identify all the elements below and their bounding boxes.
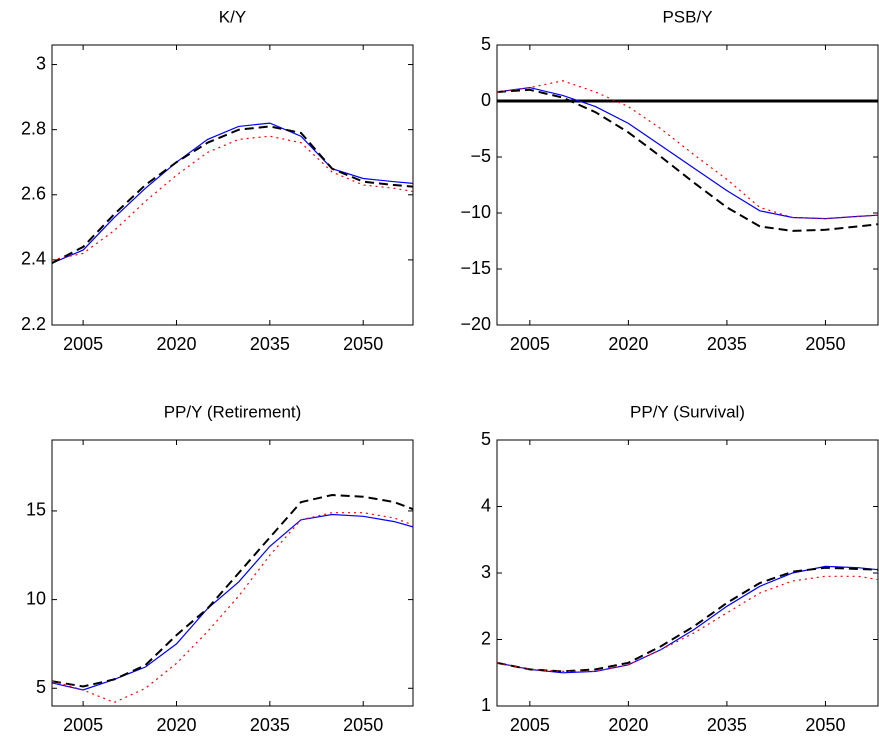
- y-tick-label: 2.8: [21, 118, 46, 138]
- series-line: [497, 80, 878, 220]
- y-tick-label: 1: [481, 695, 491, 715]
- axes-box: [51, 439, 414, 707]
- y-tick-label: 15: [26, 500, 46, 520]
- x-tick-label: 2050: [805, 334, 845, 354]
- y-tick-label: 3: [36, 53, 46, 73]
- x-tick-label: 2005: [510, 715, 550, 735]
- x-tick-label: 2035: [250, 715, 290, 735]
- x-tick-label: 2035: [250, 334, 290, 354]
- x-tick-label: 2020: [608, 715, 648, 735]
- series-line: [497, 565, 878, 674]
- chart-title: PP/Y (Survival): [630, 402, 745, 421]
- axes-box: [496, 44, 879, 326]
- y-tick-label: 0: [481, 90, 491, 110]
- y-tick-label: 5: [481, 34, 491, 54]
- y-tick-label: 2.4: [21, 249, 46, 269]
- x-tick-label: 2020: [608, 334, 648, 354]
- x-tick-label: 2020: [156, 334, 196, 354]
- series-line: [52, 122, 413, 264]
- y-tick-label: 2.6: [21, 184, 46, 204]
- x-tick-label: 2005: [63, 715, 103, 735]
- chart-title: PP/Y (Retirement): [164, 402, 302, 421]
- chart-title: K/Y: [219, 7, 246, 26]
- series-line: [497, 88, 878, 232]
- series-line: [52, 125, 413, 264]
- x-tick-label: 2050: [343, 334, 383, 354]
- x-tick-label: 2050: [805, 715, 845, 735]
- x-tick-label: 2035: [707, 715, 747, 735]
- x-tick-label: 2005: [510, 334, 550, 354]
- series-line: [497, 575, 878, 672]
- y-tick-label: 2.2: [21, 314, 46, 334]
- x-tick-label: 2005: [63, 334, 103, 354]
- y-tick-label: 3: [481, 562, 491, 582]
- y-tick-label: −5: [470, 146, 491, 166]
- series-line: [497, 86, 878, 220]
- y-tick-label: −10: [460, 202, 491, 222]
- y-tick-label: 5: [481, 429, 491, 449]
- series-line: [52, 493, 413, 688]
- axes-box: [51, 44, 414, 326]
- axes-box: [496, 439, 879, 707]
- y-tick-label: 5: [36, 677, 46, 697]
- y-tick-label: 2: [481, 628, 491, 648]
- x-tick-label: 2050: [343, 715, 383, 735]
- y-tick-label: −15: [460, 258, 491, 278]
- x-tick-label: 2035: [707, 334, 747, 354]
- y-tick-label: 4: [481, 495, 491, 515]
- chart-title: PSB/Y: [662, 7, 712, 26]
- series-line: [497, 566, 878, 673]
- y-tick-label: 10: [26, 588, 46, 608]
- x-tick-label: 2020: [156, 715, 196, 735]
- y-tick-label: −20: [460, 314, 491, 334]
